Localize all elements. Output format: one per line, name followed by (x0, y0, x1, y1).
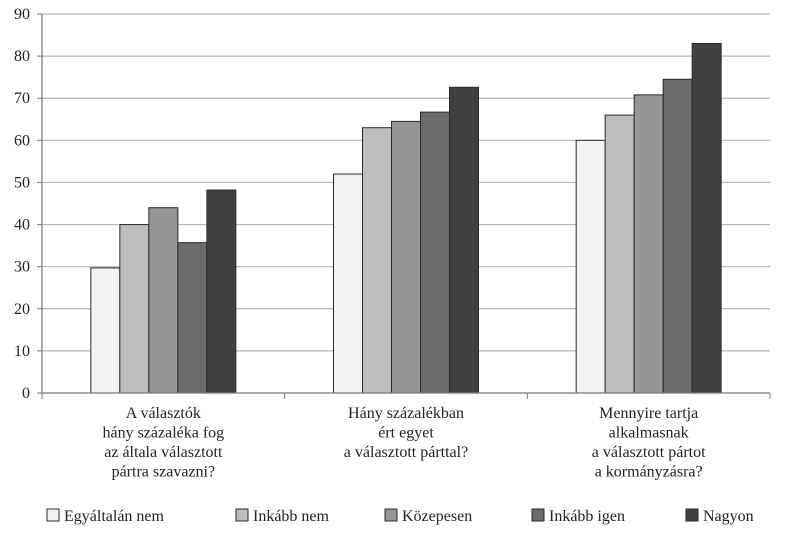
legend-label: Közepesen (402, 508, 472, 525)
legend-swatch (685, 508, 699, 522)
bar (177, 242, 208, 394)
x-axis: A választók hány százaléka fog az általa v… (41, 392, 771, 481)
legend-label: Inkább nem (253, 508, 330, 525)
x-category-label-line: A választók (126, 405, 201, 422)
x-category-label-line: alkalmasnak (609, 425, 689, 442)
legend-label: Inkább igen (549, 508, 625, 525)
x-category-label: A választók hány százaléka fog az általa v… (102, 405, 224, 481)
legend-label: Nagyon (703, 508, 754, 525)
bar (449, 86, 479, 394)
y-tick-label: 50 (14, 174, 30, 191)
x-category-label: Mennyire tartja alkalmasnak a választott p… (592, 405, 706, 481)
legend-swatch (531, 508, 545, 522)
legend-label: Egyáltalán nem (64, 508, 165, 525)
legend-swatch (235, 508, 249, 522)
bar (148, 207, 179, 394)
bar (90, 267, 121, 394)
y-tick-label: 70 (14, 90, 30, 107)
bar (662, 78, 693, 394)
legend-swatch (46, 508, 60, 522)
x-category-label-line: hány százaléka fog (102, 425, 224, 442)
bar (691, 42, 722, 394)
bar (575, 139, 606, 394)
x-category-label-line: Mennyire tartja (599, 405, 698, 422)
y-tick-label: 10 (14, 343, 30, 360)
y-tick-label: 80 (14, 48, 30, 65)
y-tick-label: 0 (22, 385, 30, 402)
x-category-label-line: pártra szavazni? (112, 464, 215, 481)
x-category-label: Hány százalékban ért egyet a választott pá… (344, 405, 468, 461)
bar (633, 94, 664, 394)
x-category-label-line: Hány százalékban (348, 405, 464, 422)
x-category-label-line: a választott párttal? (344, 444, 468, 461)
bars (90, 42, 722, 394)
y-tick-label: 20 (14, 301, 30, 318)
legend-swatch (384, 508, 398, 522)
bar (391, 120, 421, 394)
bar (420, 111, 450, 394)
bar (333, 173, 363, 394)
x-category-label-line: az általa választott (104, 444, 223, 461)
bar (362, 127, 392, 394)
bar (604, 114, 635, 394)
legend: Egyáltalán nem Inkább nem Közepesen Inkább … (46, 508, 754, 525)
bar (206, 189, 237, 394)
x-category-label-line: a kormányzásra? (595, 464, 703, 481)
x-category-label-line: a választott pártot (592, 444, 706, 461)
bar (119, 224, 150, 394)
y-tick-label: 90 (14, 6, 30, 23)
y-axis: 0 10 20 30 40 50 60 70 80 90 (14, 6, 43, 402)
y-tick-label: 30 (14, 259, 30, 276)
x-category-label-line: ért egyet (378, 425, 434, 442)
y-tick-label: 40 (14, 217, 30, 234)
y-tick-label: 60 (14, 132, 30, 149)
